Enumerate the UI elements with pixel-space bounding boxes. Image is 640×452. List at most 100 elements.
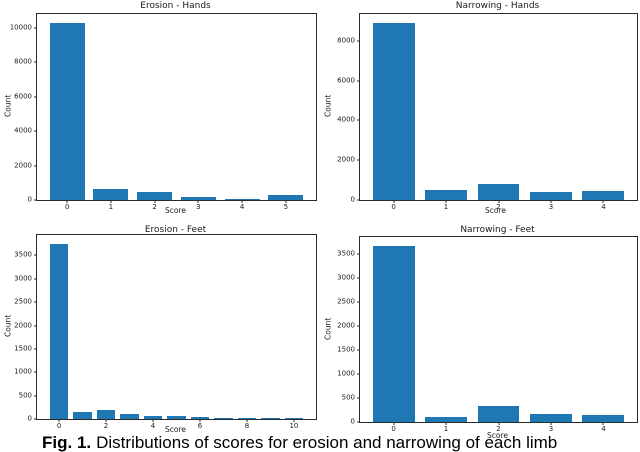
bar-score-2 xyxy=(477,406,520,422)
y-tick-label: 1500 xyxy=(337,345,355,354)
x-tick-label: 1 xyxy=(108,203,114,211)
y-tick-label: 3500 xyxy=(337,249,355,258)
x-tick-mark xyxy=(58,419,60,422)
y-axis-label: Count xyxy=(3,314,13,338)
y-tick-mark xyxy=(34,301,37,303)
x-tick-label: 4 xyxy=(150,422,156,430)
chart-erosion-hands: Erosion - Hands Count 0 2000 4000 6000 8000 1… xyxy=(0,0,320,226)
bar-score-0 xyxy=(49,22,85,200)
chart-title: Narrowing - Feet xyxy=(460,225,535,235)
y-tick-mark xyxy=(34,395,37,397)
x-tick-label: 0 xyxy=(391,425,396,433)
figure-caption: Fig. 1. Distributions of scores for erosi… xyxy=(42,433,632,452)
y-tick-label: 4000 xyxy=(14,126,32,135)
y-tick-mark xyxy=(357,349,360,351)
x-axis-label: Score xyxy=(486,431,508,440)
y-tick-mark xyxy=(357,119,360,121)
bar-score-3 xyxy=(120,413,139,419)
x-tick-label: 2 xyxy=(496,203,501,211)
plot-area: 0 2000 4000 6000 8000 0 1 2 3 4 xyxy=(337,13,638,211)
y-tick-mark xyxy=(357,373,360,375)
bar-score-2 xyxy=(96,409,116,419)
bar-score-0 xyxy=(49,243,69,419)
x-tick-mark xyxy=(602,200,604,203)
x-tick-mark xyxy=(154,200,156,203)
x-tick-mark xyxy=(498,200,499,203)
y-tick-label: 2500 xyxy=(337,297,355,306)
bar-score-7 xyxy=(214,418,233,419)
y-tick-mark xyxy=(357,253,360,255)
chart-title: Narrowing - Hands xyxy=(455,1,540,11)
y-tick-label: 2000 xyxy=(14,161,32,170)
x-tick-mark xyxy=(110,200,112,203)
y-tick-label: 4000 xyxy=(337,115,355,124)
bar-score-8 xyxy=(237,417,257,419)
y-tick-mark xyxy=(34,348,37,350)
y-tick-label: 3000 xyxy=(337,273,355,282)
y-tick-mark xyxy=(357,421,360,423)
x-tick-mark xyxy=(199,419,201,422)
y-tick-mark xyxy=(34,199,37,201)
plot-area: 0 2000 4000 6000 8000 10000 0 1 2 3 4 5 xyxy=(10,13,317,211)
y-tick-mark xyxy=(357,325,360,327)
caption-text: Distributions of scores for erosion and … xyxy=(96,433,558,452)
x-tick-label: 0 xyxy=(391,203,396,211)
y-tick-label: 6000 xyxy=(14,92,32,101)
x-axis-label: Score xyxy=(164,206,186,215)
x-tick-label: 0 xyxy=(64,203,70,211)
x-tick-mark xyxy=(445,200,447,203)
x-axis-label: Score xyxy=(164,425,186,434)
bar-score-3 xyxy=(180,196,216,200)
plot-area: 0 500 1000 1500 2000 2500 3000 3500 0 2 4 6 8 10 xyxy=(14,234,317,430)
y-tick-label: 0 xyxy=(27,195,32,204)
bar-score-1 xyxy=(73,411,92,419)
y-tick-mark xyxy=(34,371,37,373)
y-tick-mark xyxy=(34,325,37,327)
y-tick-label: 8000 xyxy=(14,57,32,66)
y-tick-mark xyxy=(34,278,37,280)
bar-score-9 xyxy=(261,418,280,419)
y-tick-label: 1500 xyxy=(14,344,32,353)
y-tick-label: 500 xyxy=(18,391,32,400)
bar-score-1 xyxy=(425,189,468,200)
bar-score-4 xyxy=(224,198,260,200)
bar-score-0 xyxy=(372,22,415,200)
x-tick-mark xyxy=(105,419,107,422)
bar-score-1 xyxy=(425,416,468,422)
y-tick-mark xyxy=(34,418,37,420)
y-axis-label: Count xyxy=(323,94,333,118)
x-tick-label: 2 xyxy=(496,425,501,433)
y-tick-label: 2500 xyxy=(14,297,32,306)
bar-score-2 xyxy=(137,192,173,200)
x-tick-mark xyxy=(393,422,395,425)
y-tick-label: 2000 xyxy=(14,321,32,330)
bar-score-10 xyxy=(284,418,304,419)
x-axis-label: Score xyxy=(484,206,506,215)
y-axis-label: Count xyxy=(323,317,333,340)
bar-score-2 xyxy=(477,184,520,200)
plot-area: 0 500 1000 1500 2000 2500 3000 3500 0 1 2 3 4 xyxy=(337,236,638,433)
x-tick-label: 5 xyxy=(283,203,289,211)
y-tick-label: 0 xyxy=(27,414,32,423)
x-tick-mark xyxy=(393,200,395,203)
y-tick-mark xyxy=(357,40,360,42)
chart-title: Erosion - Feet xyxy=(144,225,207,235)
x-tick-label: 4 xyxy=(601,425,606,433)
y-tick-mark xyxy=(34,61,37,63)
x-tick-mark xyxy=(550,422,552,425)
y-tick-label: 1000 xyxy=(337,369,355,378)
y-tick-mark xyxy=(34,27,37,29)
x-tick-mark xyxy=(246,419,248,422)
x-tick-mark xyxy=(445,422,447,425)
bar-score-4 xyxy=(143,416,163,419)
x-tick-mark xyxy=(152,419,154,422)
x-tick-mark xyxy=(197,200,199,203)
y-tick-label: 2000 xyxy=(337,155,355,164)
y-tick-label: 6000 xyxy=(337,76,355,85)
y-tick-mark xyxy=(357,80,360,82)
x-tick-label: 1 xyxy=(443,203,449,211)
y-tick-mark xyxy=(357,301,360,303)
bar-score-4 xyxy=(582,191,625,200)
bar-score-6 xyxy=(190,417,210,419)
x-tick-mark xyxy=(293,419,295,422)
